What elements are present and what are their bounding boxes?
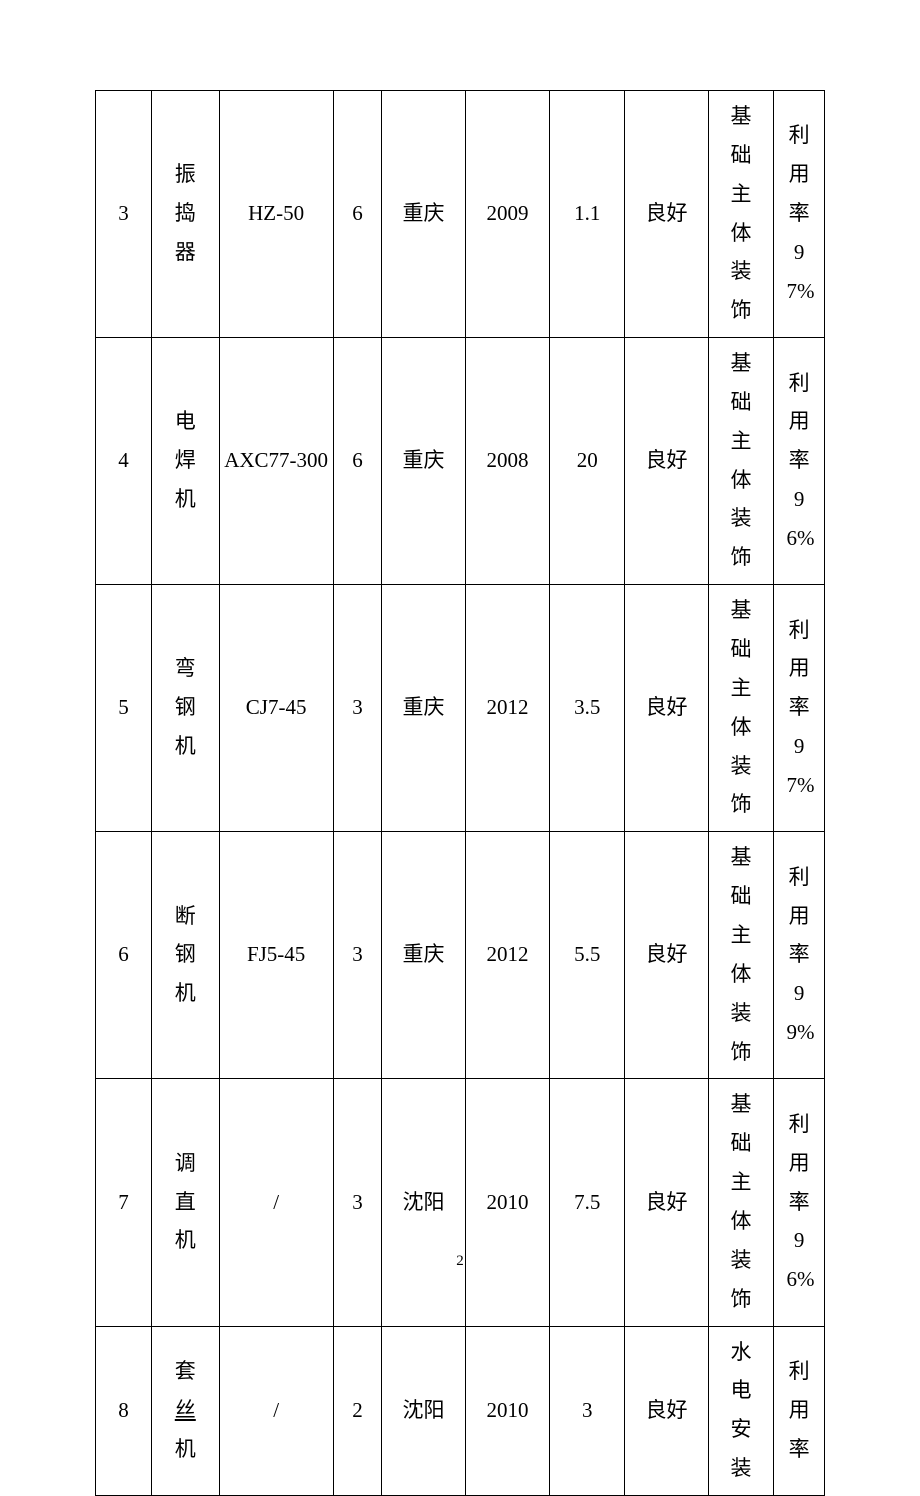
cell-usage: 水电安装 <box>708 1326 774 1495</box>
table-row: 3 振捣器 HZ-50 6 重庆 2009 1.1 良好 基础主体装饰 利用率9… <box>96 91 825 338</box>
cell-status: 良好 <box>625 1326 708 1495</box>
cell-power: 5.5 <box>550 832 625 1079</box>
cell-model: HZ-50 <box>219 91 333 338</box>
cell-origin: 沈阳 <box>382 1079 465 1326</box>
cell-qty: 6 <box>333 91 382 338</box>
cell-year: 2008 <box>465 338 550 585</box>
cell-status: 良好 <box>625 1079 708 1326</box>
cell-usage: 基础主体装饰 <box>708 585 774 832</box>
cell-model: CJ7-45 <box>219 585 333 832</box>
cell-year: 2009 <box>465 91 550 338</box>
table-row: 5 弯钢机 CJ7-45 3 重庆 2012 3.5 良好 基础主体装饰 利用率… <box>96 585 825 832</box>
cell-rate: 利用率99% <box>774 832 825 1079</box>
cell-model: / <box>219 1079 333 1326</box>
name-post: 机 <box>175 1437 196 1461</box>
cell-rate: 利用率97% <box>774 91 825 338</box>
cell-usage: 基础主体装饰 <box>708 832 774 1079</box>
cell-qty: 3 <box>333 1079 382 1326</box>
cell-model: AXC77-300 <box>219 338 333 585</box>
page-number: 2 <box>0 1253 920 1270</box>
cell-power: 7.5 <box>550 1079 625 1326</box>
cell-year: 2012 <box>465 585 550 832</box>
cell-origin: 沈阳 <box>382 1326 465 1495</box>
cell-rate: 利用率96% <box>774 338 825 585</box>
cell-year: 2012 <box>465 832 550 1079</box>
cell-num: 3 <box>96 91 152 338</box>
cell-status: 良好 <box>625 91 708 338</box>
cell-model: / <box>219 1326 333 1495</box>
cell-num: 6 <box>96 832 152 1079</box>
cell-rate: 利用率 <box>774 1326 825 1495</box>
cell-name: 电焊机 <box>151 338 219 585</box>
cell-usage: 基础主体装饰 <box>708 91 774 338</box>
cell-qty: 3 <box>333 585 382 832</box>
cell-origin: 重庆 <box>382 91 465 338</box>
cell-name: 振捣器 <box>151 91 219 338</box>
cell-model: FJ5-45 <box>219 832 333 1079</box>
cell-num: 4 <box>96 338 152 585</box>
cell-num: 8 <box>96 1326 152 1495</box>
cell-usage: 基础主体装饰 <box>708 1079 774 1326</box>
cell-qty: 2 <box>333 1326 382 1495</box>
cell-origin: 重庆 <box>382 832 465 1079</box>
table-row: 7 调直机 / 3 沈阳 2010 7.5 良好 基础主体装饰 利用率96% <box>96 1079 825 1326</box>
cell-year: 2010 <box>465 1079 550 1326</box>
cell-rate: 利用率96% <box>774 1079 825 1326</box>
cell-status: 良好 <box>625 585 708 832</box>
name-underlined: 丝 <box>175 1398 196 1422</box>
name-pre: 套 <box>175 1359 196 1383</box>
cell-status: 良好 <box>625 338 708 585</box>
table-row: 8 套丝机 / 2 沈阳 2010 3 良好 水电安装 利用率 <box>96 1326 825 1495</box>
equipment-table: 3 振捣器 HZ-50 6 重庆 2009 1.1 良好 基础主体装饰 利用率9… <box>95 90 825 1496</box>
cell-qty: 3 <box>333 832 382 1079</box>
table-row: 6 断钢机 FJ5-45 3 重庆 2012 5.5 良好 基础主体装饰 利用率… <box>96 832 825 1079</box>
cell-name: 断钢机 <box>151 832 219 1079</box>
cell-name: 弯钢机 <box>151 585 219 832</box>
cell-qty: 6 <box>333 338 382 585</box>
cell-status: 良好 <box>625 832 708 1079</box>
cell-power: 3.5 <box>550 585 625 832</box>
cell-power: 3 <box>550 1326 625 1495</box>
cell-num: 7 <box>96 1079 152 1326</box>
cell-num: 5 <box>96 585 152 832</box>
cell-origin: 重庆 <box>382 585 465 832</box>
cell-name: 套丝机 <box>151 1326 219 1495</box>
table-row: 4 电焊机 AXC77-300 6 重庆 2008 20 良好 基础主体装饰 利… <box>96 338 825 585</box>
cell-power: 1.1 <box>550 91 625 338</box>
cell-rate: 利用率97% <box>774 585 825 832</box>
cell-origin: 重庆 <box>382 338 465 585</box>
cell-year: 2010 <box>465 1326 550 1495</box>
cell-power: 20 <box>550 338 625 585</box>
cell-name: 调直机 <box>151 1079 219 1326</box>
cell-usage: 基础主体装饰 <box>708 338 774 585</box>
